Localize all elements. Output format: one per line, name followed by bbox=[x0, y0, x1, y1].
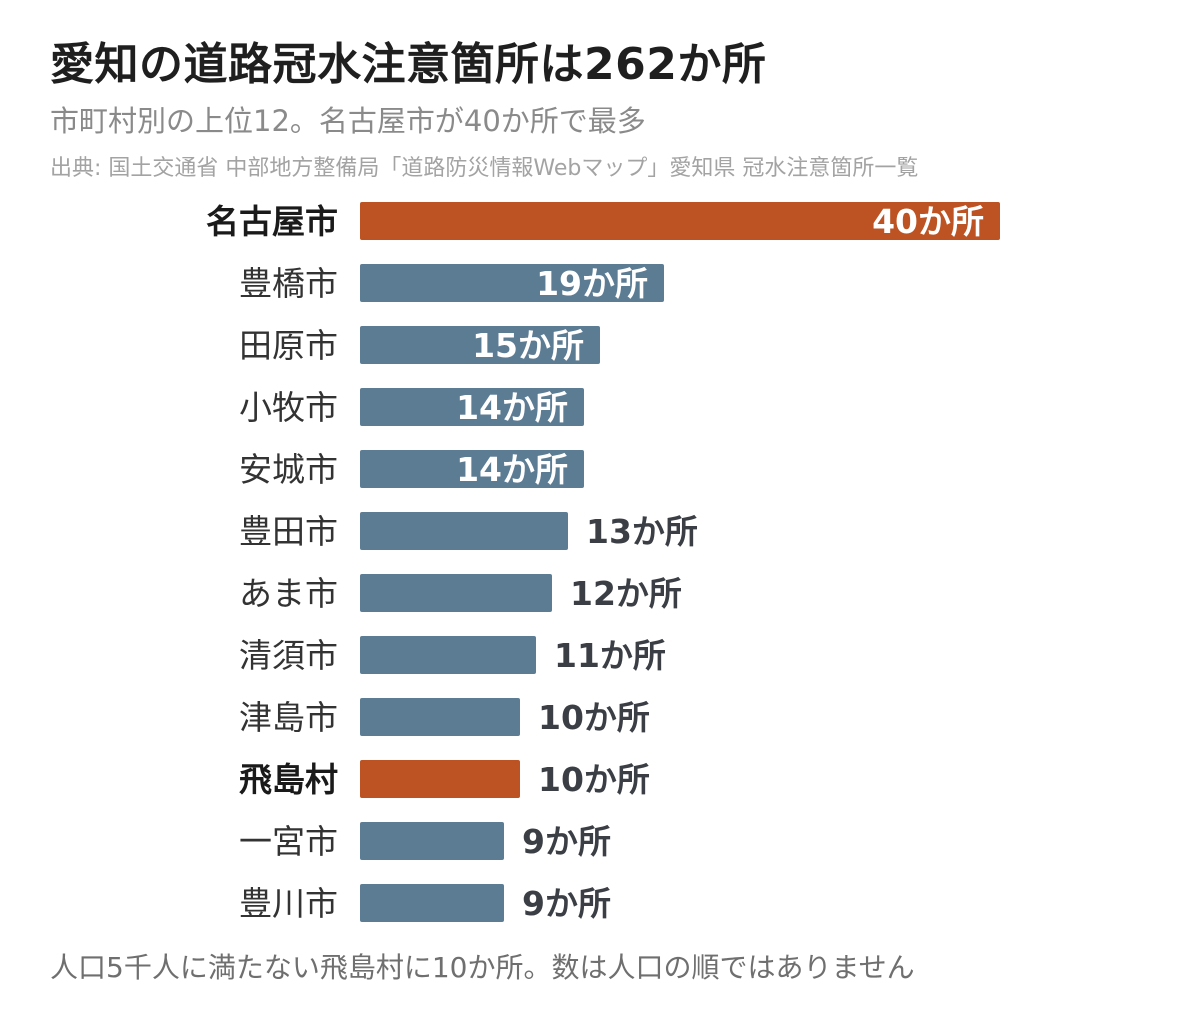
value-label: 9か所 bbox=[522, 884, 611, 923]
value-label: 40か所 bbox=[872, 202, 984, 241]
value-label: 13か所 bbox=[586, 512, 698, 551]
category-label: 小牧市 bbox=[239, 388, 338, 427]
bar-row: 名古屋市 40か所 bbox=[206, 202, 1000, 241]
value-label: 9か所 bbox=[522, 822, 611, 861]
category-label: 清須市 bbox=[239, 636, 338, 675]
bar bbox=[360, 760, 520, 798]
category-label: 津島市 bbox=[239, 698, 338, 737]
value-label: 14か所 bbox=[456, 450, 568, 489]
chart-title: 愛知の道路冠水注意箇所は262か所 bbox=[50, 39, 767, 90]
value-label: 14か所 bbox=[456, 388, 568, 427]
bar-row: 津島市 10か所 bbox=[239, 698, 650, 737]
bar bbox=[360, 388, 584, 426]
category-label: 名古屋市 bbox=[206, 202, 338, 241]
bar bbox=[360, 636, 536, 674]
value-label: 10か所 bbox=[538, 760, 650, 799]
bar-row: 小牧市 14か所 bbox=[239, 388, 584, 427]
bar-row: 安城市 14か所 bbox=[239, 450, 584, 489]
value-label: 15か所 bbox=[472, 326, 584, 365]
value-label: 10か所 bbox=[538, 698, 650, 737]
category-label: 豊橋市 bbox=[239, 264, 338, 303]
bar bbox=[360, 512, 568, 550]
footnote: 人口5千人に満たない飛島村に10か所。数は人口の順ではありません bbox=[50, 951, 915, 984]
bar bbox=[360, 574, 552, 612]
source-note: 出典: 国土交通省 中部地方整備局「道路防災情報Webマップ」愛知県 冠水注意箇… bbox=[50, 156, 919, 181]
value-label: 11か所 bbox=[554, 636, 666, 675]
chart-subtitle: 市町村別の上位12。名古屋市が40か所で最多 bbox=[50, 104, 646, 138]
bar-row: 豊橋市 19か所 bbox=[239, 264, 664, 303]
bar bbox=[360, 884, 504, 922]
bar bbox=[360, 698, 520, 736]
bar-row: 田原市 15か所 bbox=[239, 326, 600, 365]
category-label: 安城市 bbox=[239, 450, 338, 489]
bar-row: 豊川市 9か所 bbox=[239, 884, 611, 923]
value-label: 19か所 bbox=[536, 264, 648, 303]
value-label: 12か所 bbox=[570, 574, 682, 613]
bar-row: あま市 12か所 bbox=[239, 574, 682, 613]
bar-row: 飛島村 10か所 bbox=[239, 760, 650, 799]
bar-row: 豊田市 13か所 bbox=[239, 512, 698, 551]
category-label: 田原市 bbox=[239, 326, 338, 365]
bar-row: 一宮市 9か所 bbox=[239, 822, 611, 861]
bar bbox=[360, 202, 1000, 240]
category-label: 豊川市 bbox=[239, 884, 338, 923]
category-label: あま市 bbox=[239, 574, 338, 613]
category-label: 飛島村 bbox=[239, 760, 338, 799]
bar bbox=[360, 450, 584, 488]
bar bbox=[360, 326, 600, 364]
bar-row: 清須市 11か所 bbox=[239, 636, 666, 675]
category-label: 豊田市 bbox=[239, 512, 338, 551]
category-label: 一宮市 bbox=[239, 822, 338, 861]
bar bbox=[360, 822, 504, 860]
bar bbox=[360, 264, 664, 302]
